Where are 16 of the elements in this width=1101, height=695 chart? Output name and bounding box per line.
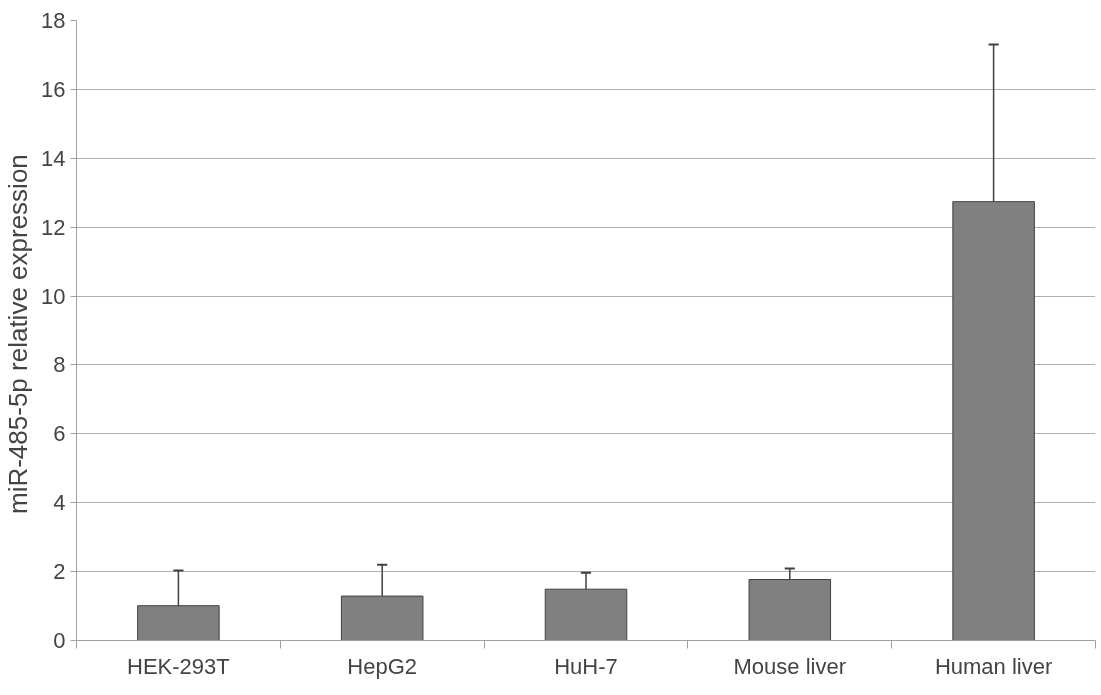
x-tick-label: Mouse liver [733, 653, 847, 679]
y-tick-label: 12 [41, 214, 66, 240]
x-tick-label: HEK-293T [127, 653, 230, 679]
y-tick-label: 4 [53, 490, 66, 516]
y-tick-label: 6 [53, 421, 66, 447]
y-tick-label: 18 [41, 8, 66, 33]
y-tick-label: 0 [53, 628, 66, 653]
y-tick-label: 8 [53, 352, 66, 378]
y-tick-label: 2 [53, 559, 66, 585]
x-tick-label: Human liver [934, 653, 1053, 679]
x-tick-label: HepG2 [347, 653, 418, 679]
y-axis-title: miR-485-5p relative expression [3, 154, 34, 515]
x-tick-label: HuH-7 [554, 653, 618, 679]
y-tick-label: 14 [41, 145, 66, 171]
y-tick-label: 10 [41, 283, 66, 309]
y-tick-label: 16 [41, 76, 66, 102]
